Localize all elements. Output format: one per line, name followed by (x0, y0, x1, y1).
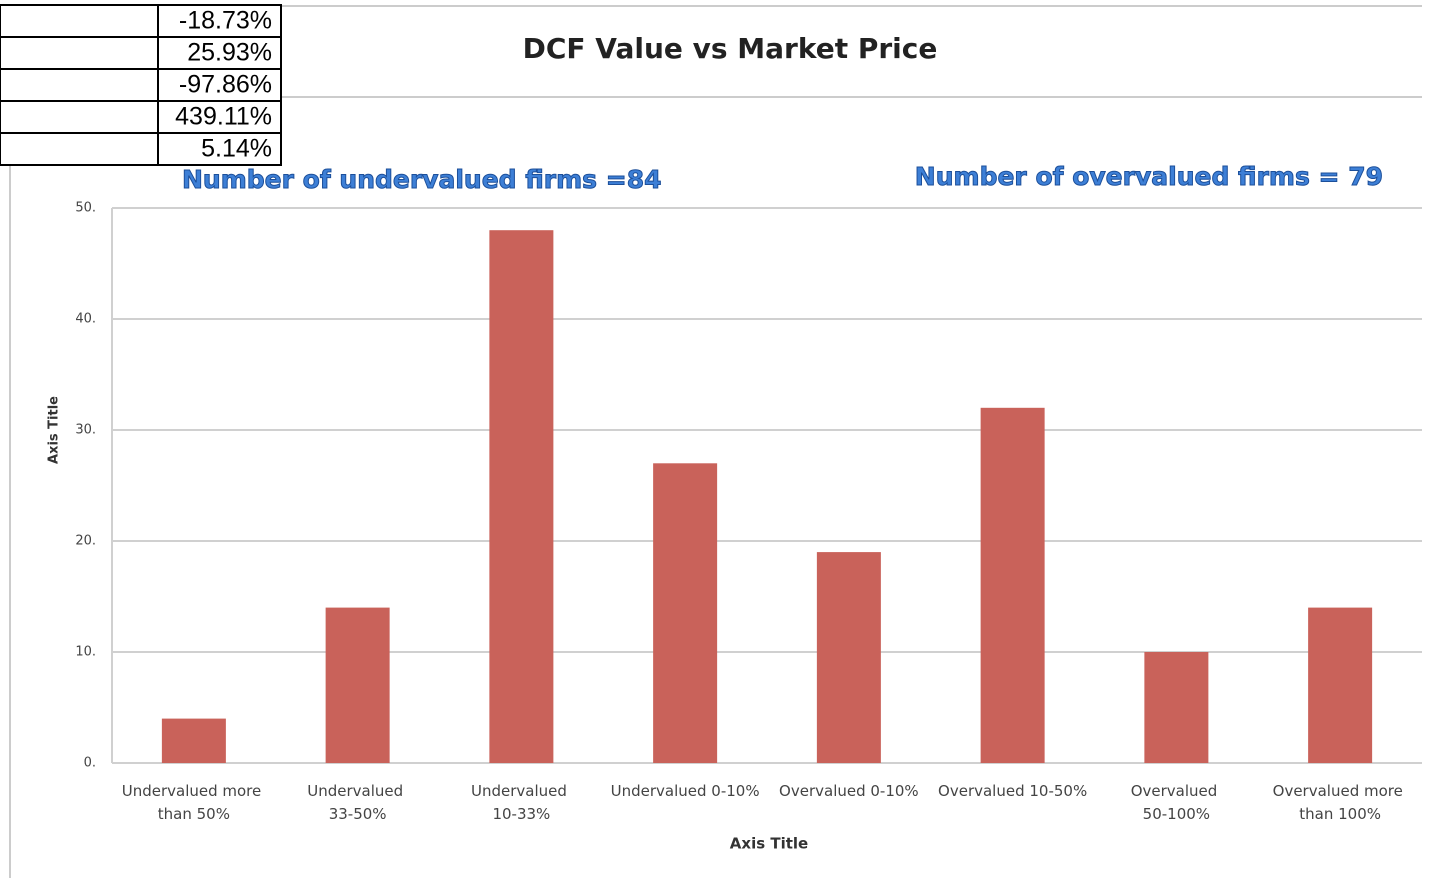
annotation: Number of undervalued firms =84 (182, 165, 662, 194)
x-tick-label: Overvalued 0-10% (779, 782, 919, 800)
table-cell (157, 68, 282, 102)
bar (980, 407, 1045, 763)
bar (161, 718, 226, 763)
bar (816, 552, 881, 763)
table-cell (157, 132, 282, 166)
y-tick-label: 20. (75, 534, 96, 549)
y-tick-label: 30. (75, 423, 96, 438)
table-cell (0, 36, 159, 70)
chart-title: DCF Value vs Market Price (523, 32, 938, 65)
table-value: 5.14% (201, 135, 272, 163)
y-tick-label: 40. (75, 312, 96, 327)
x-tick-label: Overvalued 50-100% (1131, 782, 1222, 823)
table-cell (0, 4, 159, 38)
bar (1308, 607, 1373, 763)
x-tick-label: Undervalued 33-50% (307, 782, 408, 823)
table-cell (0, 68, 159, 102)
table-cell (157, 4, 282, 38)
table-value: 25.93% (187, 39, 272, 67)
y-axis-title: Axis Title (47, 396, 62, 464)
bar (325, 607, 390, 763)
table-cell (0, 100, 159, 134)
bar (653, 463, 718, 763)
x-tick-label: Undervalued more than 50% (122, 782, 266, 823)
x-tick-label: Undervalued 10-33% (471, 782, 572, 823)
table-cell (0, 132, 159, 166)
x-tick-label: Overvalued 10-50% (938, 782, 1087, 800)
x-tick-label: Undervalued 0-10% (611, 782, 760, 800)
x-tick-label: Overvalued more than 100% (1273, 782, 1408, 823)
table-cell (157, 36, 282, 70)
bar (489, 230, 554, 763)
x-axis-title: Axis Title (730, 835, 808, 853)
table-value: 439.11% (175, 103, 272, 131)
y-tick-label: 0. (84, 756, 96, 771)
table-value: -18.73% (179, 7, 272, 35)
annotation: Number of overvalued firms = 79 (915, 162, 1383, 191)
table-value: -97.86% (179, 71, 272, 99)
bar (1144, 652, 1209, 763)
y-tick-label: 10. (75, 645, 96, 660)
y-tick-label: 50. (75, 201, 96, 216)
table: -18.73% 25.93% -97.86% 439.11% 5.14% (0, 4, 282, 166)
